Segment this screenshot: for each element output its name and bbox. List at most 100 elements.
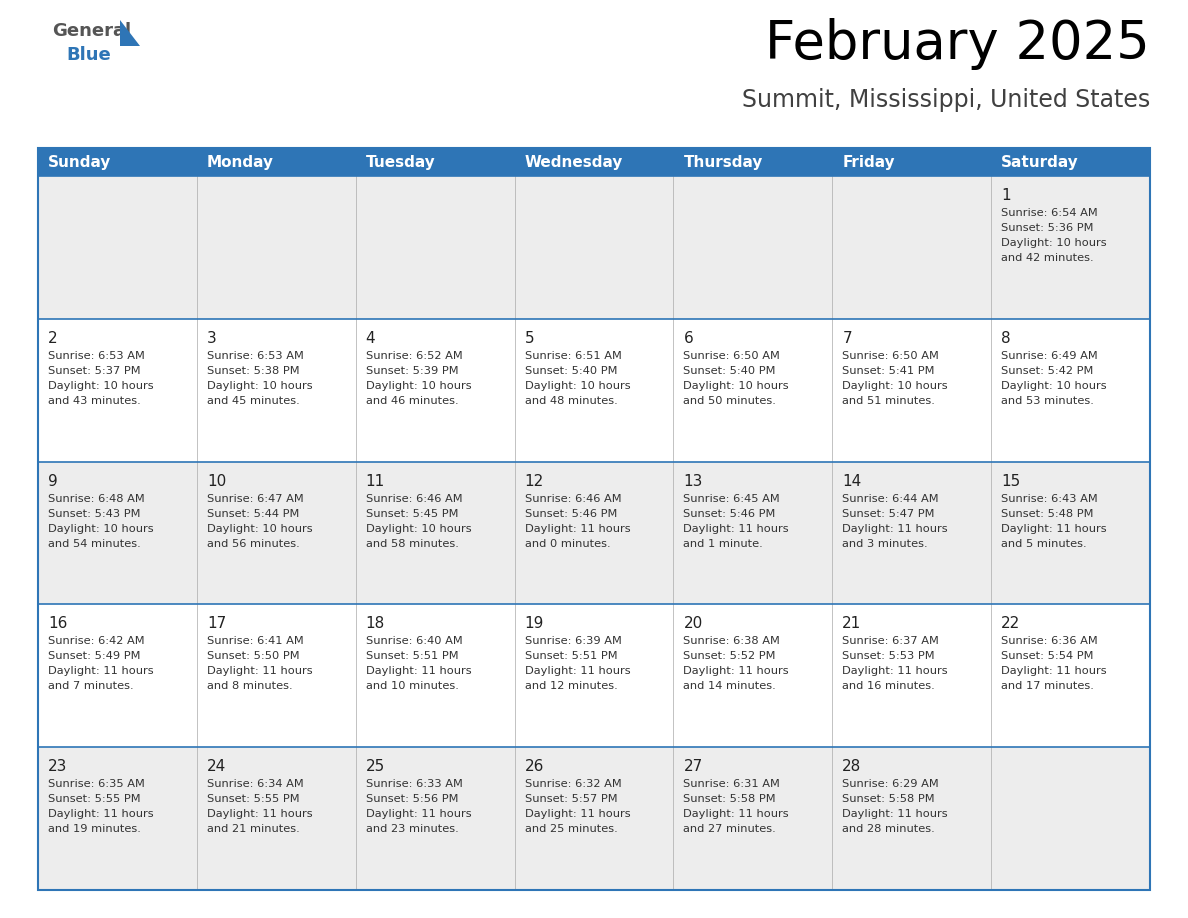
Text: and 0 minutes.: and 0 minutes. [525,539,611,549]
Text: 1: 1 [1001,188,1011,203]
Text: Daylight: 11 hours: Daylight: 11 hours [525,523,630,533]
Text: Sunset: 5:55 PM: Sunset: 5:55 PM [48,794,140,804]
Text: Daylight: 11 hours: Daylight: 11 hours [48,666,153,677]
Text: Sunday: Sunday [48,154,112,170]
Text: 18: 18 [366,616,385,632]
Text: 10: 10 [207,474,226,488]
Text: Sunset: 5:45 PM: Sunset: 5:45 PM [366,509,459,519]
Text: 4: 4 [366,330,375,346]
Text: Saturday: Saturday [1001,154,1079,170]
Text: and 46 minutes.: and 46 minutes. [366,396,459,406]
Text: Sunrise: 6:42 AM: Sunrise: 6:42 AM [48,636,145,646]
Text: Thursday: Thursday [683,154,763,170]
Polygon shape [120,20,140,46]
Text: Sunset: 5:57 PM: Sunset: 5:57 PM [525,794,618,804]
Text: 8: 8 [1001,330,1011,346]
Text: Daylight: 11 hours: Daylight: 11 hours [366,666,472,677]
Text: 28: 28 [842,759,861,774]
Text: and 17 minutes.: and 17 minutes. [1001,681,1094,691]
Text: Sunset: 5:53 PM: Sunset: 5:53 PM [842,652,935,661]
Text: Daylight: 10 hours: Daylight: 10 hours [683,381,789,391]
Text: and 45 minutes.: and 45 minutes. [207,396,299,406]
Text: Sunset: 5:58 PM: Sunset: 5:58 PM [683,794,776,804]
Text: 24: 24 [207,759,226,774]
Text: Sunrise: 6:34 AM: Sunrise: 6:34 AM [207,779,304,789]
Text: Sunrise: 6:43 AM: Sunrise: 6:43 AM [1001,494,1098,504]
Text: 26: 26 [525,759,544,774]
Text: 6: 6 [683,330,693,346]
Text: and 42 minutes.: and 42 minutes. [1001,253,1094,263]
Text: 25: 25 [366,759,385,774]
Text: Sunset: 5:50 PM: Sunset: 5:50 PM [207,652,299,661]
Text: Daylight: 10 hours: Daylight: 10 hours [842,381,948,391]
Text: Daylight: 11 hours: Daylight: 11 hours [207,666,312,677]
Text: Sunrise: 6:46 AM: Sunrise: 6:46 AM [525,494,621,504]
Text: Sunset: 5:44 PM: Sunset: 5:44 PM [207,509,299,519]
Text: and 28 minutes.: and 28 minutes. [842,824,935,834]
Text: 15: 15 [1001,474,1020,488]
Bar [38,747,1150,890]
Text: Sunrise: 6:39 AM: Sunrise: 6:39 AM [525,636,621,646]
Text: and 16 minutes.: and 16 minutes. [842,681,935,691]
Bar [38,604,1150,747]
Text: Sunset: 5:36 PM: Sunset: 5:36 PM [1001,223,1094,233]
Text: 3: 3 [207,330,216,346]
Text: Sunset: 5:40 PM: Sunset: 5:40 PM [683,365,776,375]
Text: Daylight: 11 hours: Daylight: 11 hours [842,523,948,533]
Text: Sunset: 5:52 PM: Sunset: 5:52 PM [683,652,776,661]
Text: Sunrise: 6:53 AM: Sunrise: 6:53 AM [48,351,145,361]
Text: Summit, Mississippi, United States: Summit, Mississippi, United States [741,88,1150,112]
Text: 5: 5 [525,330,535,346]
Text: Sunrise: 6:50 AM: Sunrise: 6:50 AM [842,351,940,361]
Text: and 50 minutes.: and 50 minutes. [683,396,776,406]
Text: and 25 minutes.: and 25 minutes. [525,824,618,834]
Text: Sunrise: 6:53 AM: Sunrise: 6:53 AM [207,351,304,361]
Text: Sunset: 5:46 PM: Sunset: 5:46 PM [525,509,617,519]
Text: and 54 minutes.: and 54 minutes. [48,539,140,549]
Text: and 21 minutes.: and 21 minutes. [207,824,299,834]
Text: Daylight: 10 hours: Daylight: 10 hours [207,381,312,391]
Text: 20: 20 [683,616,702,632]
Text: Daylight: 10 hours: Daylight: 10 hours [48,381,153,391]
Text: Daylight: 11 hours: Daylight: 11 hours [48,809,153,819]
Text: Sunset: 5:58 PM: Sunset: 5:58 PM [842,794,935,804]
Text: Sunrise: 6:54 AM: Sunrise: 6:54 AM [1001,208,1098,218]
Text: Sunrise: 6:47 AM: Sunrise: 6:47 AM [207,494,304,504]
Text: Sunset: 5:48 PM: Sunset: 5:48 PM [1001,509,1094,519]
Text: and 51 minutes.: and 51 minutes. [842,396,935,406]
Text: 9: 9 [48,474,58,488]
Text: Daylight: 10 hours: Daylight: 10 hours [1001,381,1107,391]
Text: Daylight: 10 hours: Daylight: 10 hours [1001,238,1107,248]
Text: Sunrise: 6:46 AM: Sunrise: 6:46 AM [366,494,462,504]
Text: Sunrise: 6:51 AM: Sunrise: 6:51 AM [525,351,621,361]
Text: Daylight: 11 hours: Daylight: 11 hours [525,666,630,677]
Text: 13: 13 [683,474,703,488]
Text: Sunset: 5:55 PM: Sunset: 5:55 PM [207,794,299,804]
Text: and 14 minutes.: and 14 minutes. [683,681,776,691]
Bar [38,462,1150,604]
Text: Sunrise: 6:33 AM: Sunrise: 6:33 AM [366,779,462,789]
Text: Sunrise: 6:41 AM: Sunrise: 6:41 AM [207,636,304,646]
Text: 7: 7 [842,330,852,346]
Text: Sunset: 5:49 PM: Sunset: 5:49 PM [48,652,140,661]
Text: Sunrise: 6:40 AM: Sunrise: 6:40 AM [366,636,462,646]
Text: Sunrise: 6:49 AM: Sunrise: 6:49 AM [1001,351,1098,361]
Text: Sunset: 5:56 PM: Sunset: 5:56 PM [366,794,459,804]
Text: and 10 minutes.: and 10 minutes. [366,681,459,691]
Text: Sunrise: 6:45 AM: Sunrise: 6:45 AM [683,494,781,504]
Text: Daylight: 11 hours: Daylight: 11 hours [683,523,789,533]
Text: General: General [52,22,131,40]
Text: and 27 minutes.: and 27 minutes. [683,824,776,834]
Text: 2: 2 [48,330,58,346]
Text: February 2025: February 2025 [765,18,1150,70]
Text: Daylight: 11 hours: Daylight: 11 hours [842,809,948,819]
Text: and 56 minutes.: and 56 minutes. [207,539,299,549]
Bar [38,148,1150,890]
Text: Daylight: 11 hours: Daylight: 11 hours [683,666,789,677]
Text: 11: 11 [366,474,385,488]
Text: 16: 16 [48,616,68,632]
Text: Blue: Blue [67,46,110,64]
Text: and 19 minutes.: and 19 minutes. [48,824,141,834]
Text: Daylight: 10 hours: Daylight: 10 hours [48,523,153,533]
Text: Sunset: 5:38 PM: Sunset: 5:38 PM [207,365,299,375]
